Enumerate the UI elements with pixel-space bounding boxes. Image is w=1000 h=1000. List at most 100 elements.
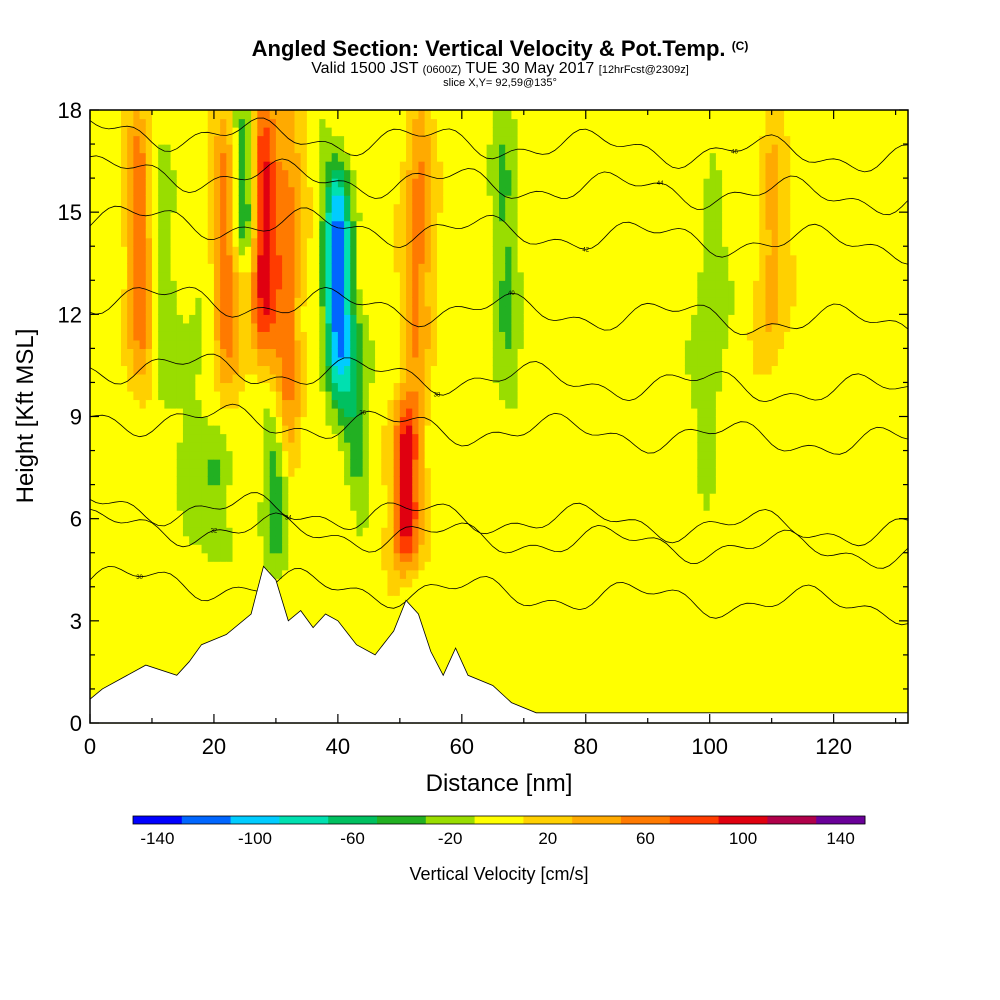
velocity-cell (294, 110, 302, 120)
velocity-cell (325, 246, 333, 256)
velocity-cell (362, 552, 370, 562)
velocity-cell (313, 220, 320, 230)
velocity-cell (201, 246, 209, 256)
velocity-cell (381, 390, 389, 401)
velocity-cell (313, 110, 320, 120)
velocity-cell (387, 603, 395, 613)
velocity-cell (461, 603, 469, 613)
velocity-cell (368, 356, 376, 367)
velocity-cell (102, 459, 110, 469)
velocity-cell (127, 110, 134, 120)
velocity-cell (480, 322, 488, 332)
velocity-cell (114, 467, 122, 477)
velocity-cell (120, 339, 128, 349)
velocity-cell (480, 161, 488, 171)
velocity-cell (170, 603, 178, 613)
velocity-cell (102, 671, 110, 682)
velocity-cell (505, 433, 512, 443)
velocity-cell (108, 135, 116, 145)
velocity-cell (282, 586, 289, 596)
velocity-cell (145, 518, 153, 528)
velocity-cell (406, 407, 413, 418)
velocity-cell (244, 382, 252, 392)
velocity-cell (499, 399, 506, 409)
velocity-cell (412, 416, 420, 426)
velocity-cell (368, 433, 376, 443)
velocity-cell (474, 493, 482, 503)
velocity-cell (275, 356, 283, 367)
velocity-cell (368, 442, 376, 452)
velocity-cell (437, 178, 444, 188)
velocity-cell (133, 152, 141, 162)
velocity-cell (474, 118, 482, 128)
velocity-cell (294, 518, 302, 528)
velocity-cell (300, 416, 308, 426)
velocity-cell (406, 510, 413, 520)
velocity-cell (238, 425, 246, 435)
velocity-cell (399, 288, 407, 298)
velocity-cell (368, 237, 376, 247)
velocity-cell (238, 305, 246, 315)
velocity-cell (319, 348, 327, 358)
velocity-cell (201, 212, 209, 222)
velocity-cell (263, 263, 271, 273)
velocity-cell (387, 484, 395, 494)
velocity-cell (127, 646, 134, 656)
velocity-cell (306, 373, 314, 384)
velocity-cell (263, 467, 271, 477)
velocity-cell (182, 127, 190, 137)
velocity-cell (207, 339, 215, 349)
velocity-cell (96, 663, 103, 673)
velocity-cell (344, 569, 351, 579)
velocity-cell (102, 399, 110, 409)
velocity-cell (492, 356, 500, 367)
velocity-cell (244, 135, 252, 145)
velocity-cell (201, 603, 209, 613)
velocity-cell (306, 586, 314, 596)
velocity-cell (486, 280, 494, 290)
velocity-cell (387, 450, 395, 460)
velocity-cell (244, 339, 252, 349)
velocity-cell (505, 544, 512, 554)
velocity-cell (282, 578, 289, 588)
velocity-cell (164, 348, 172, 358)
velocity-cell (356, 127, 364, 137)
velocity-cell (275, 271, 283, 281)
velocity-cell (90, 212, 97, 222)
velocity-cell (406, 493, 413, 503)
velocity-cell (455, 561, 463, 571)
velocity-cell (275, 442, 283, 452)
velocity-cell (257, 561, 265, 571)
velocity-cell (474, 425, 482, 435)
velocity-cell (133, 552, 141, 562)
velocity-cell (356, 365, 364, 375)
velocity-cell (207, 442, 215, 452)
velocity-cell (505, 203, 512, 213)
velocity-cell (511, 425, 519, 435)
velocity-cell (226, 246, 234, 256)
velocity-cell (170, 663, 178, 673)
velocity-cell (337, 144, 345, 154)
velocity-cell (164, 535, 172, 545)
velocity-cell (189, 407, 196, 418)
velocity-cell (362, 620, 370, 630)
velocity-cell (263, 127, 271, 137)
velocity-cell (176, 442, 184, 452)
velocity-cell (474, 637, 482, 647)
velocity-cell (195, 297, 203, 307)
velocity-cell (288, 237, 296, 247)
velocity-cell (337, 135, 345, 145)
velocity-cell (499, 118, 506, 128)
velocity-cell (164, 280, 172, 290)
velocity-cell (480, 152, 488, 162)
velocity-cell (300, 118, 308, 128)
velocity-cell (102, 561, 110, 571)
velocity-cell (189, 390, 196, 401)
velocity-cell (393, 561, 401, 571)
velocity-cell (418, 161, 426, 171)
velocity-cell (220, 144, 227, 154)
velocity-cell (282, 399, 289, 409)
title-units: (C) (731, 39, 749, 53)
velocity-cell (102, 178, 110, 188)
velocity-cell (449, 373, 457, 384)
